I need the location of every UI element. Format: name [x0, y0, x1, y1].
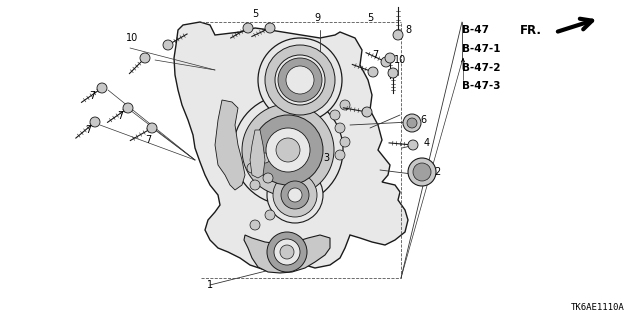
Circle shape: [403, 114, 421, 132]
Text: 1: 1: [207, 280, 213, 290]
Circle shape: [90, 117, 100, 127]
Circle shape: [260, 153, 270, 163]
Text: 5: 5: [252, 9, 258, 19]
Polygon shape: [174, 22, 408, 272]
Text: 10: 10: [126, 33, 138, 43]
Circle shape: [258, 38, 342, 122]
Circle shape: [408, 140, 418, 150]
Circle shape: [274, 239, 300, 265]
Circle shape: [247, 163, 257, 173]
Text: B-47-2: B-47-2: [462, 62, 500, 73]
Text: 7: 7: [372, 50, 378, 60]
Text: 10: 10: [394, 55, 406, 65]
Circle shape: [267, 232, 307, 272]
Circle shape: [281, 181, 309, 209]
Text: B-47: B-47: [462, 25, 489, 36]
Circle shape: [407, 118, 417, 128]
Circle shape: [388, 68, 398, 78]
Circle shape: [266, 128, 310, 172]
Circle shape: [250, 180, 260, 190]
Text: 4: 4: [424, 138, 430, 148]
Circle shape: [335, 150, 345, 160]
Circle shape: [140, 53, 150, 63]
Text: 6: 6: [420, 115, 426, 125]
Circle shape: [97, 83, 107, 93]
Circle shape: [243, 23, 253, 33]
Circle shape: [381, 57, 391, 67]
Circle shape: [276, 138, 300, 162]
Circle shape: [335, 123, 345, 133]
Text: 5: 5: [367, 13, 373, 23]
Text: 7: 7: [145, 135, 151, 145]
Text: 3: 3: [323, 153, 329, 163]
Circle shape: [263, 173, 273, 183]
Circle shape: [253, 115, 323, 185]
Circle shape: [147, 123, 157, 133]
Circle shape: [242, 104, 334, 196]
Circle shape: [330, 110, 340, 120]
Circle shape: [286, 66, 314, 94]
Circle shape: [265, 23, 275, 33]
Circle shape: [278, 58, 322, 102]
Circle shape: [163, 40, 173, 50]
Circle shape: [275, 55, 325, 105]
Circle shape: [265, 210, 275, 220]
Text: 2: 2: [434, 167, 440, 177]
Text: 9: 9: [314, 13, 320, 23]
Text: 8: 8: [405, 25, 411, 35]
Text: TK6AE1110A: TK6AE1110A: [572, 303, 625, 312]
Circle shape: [413, 163, 431, 181]
Polygon shape: [215, 100, 245, 190]
Circle shape: [123, 103, 133, 113]
Circle shape: [265, 45, 335, 115]
Circle shape: [385, 53, 395, 63]
Circle shape: [408, 158, 436, 186]
Text: FR.: FR.: [520, 24, 542, 37]
Circle shape: [250, 220, 260, 230]
Circle shape: [288, 188, 302, 202]
Circle shape: [340, 100, 350, 110]
Circle shape: [340, 137, 350, 147]
Circle shape: [362, 107, 372, 117]
Polygon shape: [250, 130, 265, 178]
Circle shape: [273, 173, 317, 217]
Circle shape: [280, 245, 294, 259]
Circle shape: [393, 30, 403, 40]
Text: 7: 7: [85, 125, 91, 135]
Text: 7: 7: [89, 91, 95, 101]
Circle shape: [233, 95, 343, 205]
Circle shape: [368, 67, 378, 77]
Circle shape: [267, 167, 323, 223]
Polygon shape: [244, 235, 330, 273]
Text: B-47-3: B-47-3: [462, 81, 500, 91]
Text: 7: 7: [117, 111, 123, 121]
Text: B-47-1: B-47-1: [462, 44, 500, 54]
